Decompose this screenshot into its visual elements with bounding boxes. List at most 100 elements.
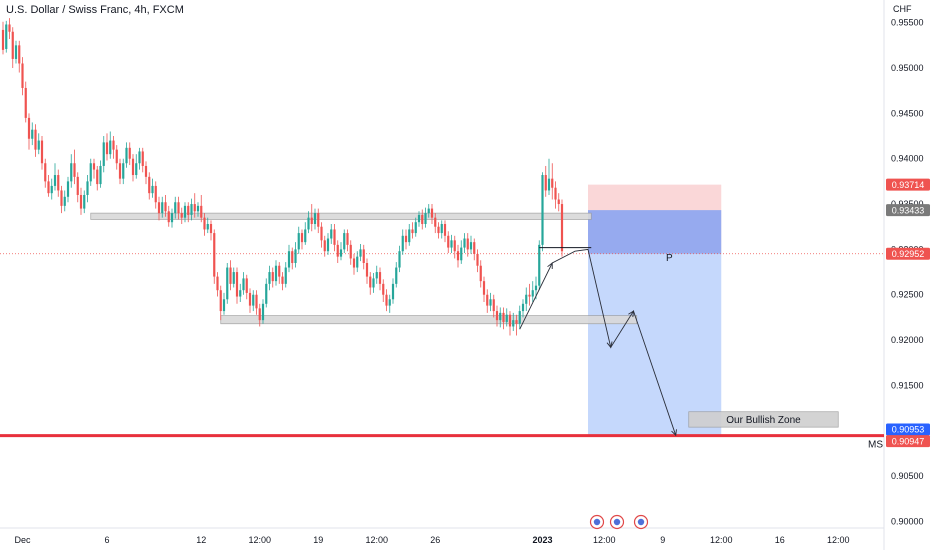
candle-body bbox=[115, 149, 118, 164]
candle-body bbox=[73, 163, 76, 177]
candle-body bbox=[521, 303, 525, 312]
candle-body bbox=[63, 196, 66, 206]
candle-body bbox=[47, 181, 50, 194]
candle-body bbox=[495, 311, 499, 321]
candle-body bbox=[255, 294, 258, 309]
zone-box-our-bullish-zone bbox=[688, 411, 839, 428]
candle-body bbox=[300, 233, 304, 243]
price-tick-label: 0.91500 bbox=[891, 380, 924, 390]
candle-body bbox=[440, 224, 443, 234]
candle-body bbox=[320, 226, 323, 241]
candle-body bbox=[190, 204, 193, 215]
candle-body bbox=[118, 163, 122, 179]
time-tick-label: 16 bbox=[775, 535, 785, 545]
candle-body bbox=[512, 320, 515, 327]
candle-body bbox=[131, 158, 135, 176]
candle-body bbox=[287, 251, 291, 268]
candle-body bbox=[222, 299, 226, 312]
price-tag-label: 0.90947 bbox=[892, 436, 925, 446]
candle-body bbox=[151, 185, 154, 194]
candle-body bbox=[352, 258, 356, 268]
candle-body bbox=[265, 283, 268, 304]
candle-body bbox=[391, 283, 395, 300]
candle-body bbox=[453, 240, 456, 252]
zone-box-support bbox=[220, 315, 638, 325]
candle-body bbox=[310, 217, 313, 225]
candle-body bbox=[177, 202, 180, 214]
candle-body bbox=[8, 24, 11, 32]
price-tag-label: 0.90953 bbox=[892, 425, 925, 435]
candle-body bbox=[304, 229, 307, 243]
candle-body bbox=[343, 233, 346, 250]
candle-body bbox=[157, 202, 161, 214]
candle-body bbox=[200, 205, 203, 218]
candle-body bbox=[174, 202, 177, 214]
candle-body bbox=[378, 272, 382, 284]
bullish-zone-label: Our Bullish Zone bbox=[726, 415, 801, 426]
candle-body bbox=[346, 233, 349, 245]
candle-body bbox=[187, 205, 190, 215]
candle-body bbox=[479, 265, 482, 282]
candle-body bbox=[50, 185, 53, 194]
candle-body bbox=[330, 229, 333, 239]
arrow-head-4 bbox=[671, 429, 677, 437]
candle-body bbox=[44, 163, 47, 182]
candle-body bbox=[284, 267, 287, 284]
candle-body bbox=[235, 272, 239, 297]
candle-body bbox=[430, 208, 434, 218]
candle-body bbox=[531, 290, 534, 297]
candle-body bbox=[167, 211, 170, 223]
candle-body bbox=[505, 314, 508, 322]
candle-body bbox=[518, 311, 521, 324]
candle-body bbox=[323, 240, 326, 252]
price-tick-label: 0.94500 bbox=[891, 108, 924, 118]
price-tag bbox=[886, 423, 930, 436]
candle-body bbox=[96, 169, 99, 185]
candle-body bbox=[170, 213, 174, 223]
arrow-head-3 bbox=[628, 310, 635, 318]
candle-body bbox=[385, 294, 388, 306]
candle-body bbox=[281, 276, 284, 284]
candle-body bbox=[37, 140, 40, 150]
candle-body bbox=[401, 235, 404, 252]
price-tick-label: 0.93500 bbox=[891, 199, 924, 209]
candle-body bbox=[203, 217, 206, 230]
candle-body bbox=[560, 204, 564, 252]
candle-body bbox=[109, 140, 112, 155]
time-tick-label: 6 bbox=[104, 535, 109, 545]
candle-body bbox=[92, 163, 96, 170]
candle-body bbox=[31, 129, 34, 139]
candle-body bbox=[60, 190, 63, 206]
candle-body bbox=[83, 194, 86, 209]
candle-body bbox=[27, 117, 31, 139]
candle-body bbox=[138, 151, 141, 164]
time-tick-label: Dec bbox=[14, 535, 31, 545]
candle-body bbox=[274, 265, 278, 282]
time-tick-label: 2023 bbox=[532, 535, 552, 545]
candle-body bbox=[554, 187, 557, 200]
candle-body bbox=[239, 290, 242, 297]
price-tag-label: 0.93433 bbox=[892, 205, 925, 215]
candle-body bbox=[469, 242, 473, 250]
candle-body bbox=[21, 63, 24, 88]
candle-body bbox=[125, 147, 128, 164]
candle-body bbox=[411, 229, 414, 234]
candle-body bbox=[307, 217, 310, 230]
time-tick-label: 26 bbox=[430, 535, 440, 545]
candle-body bbox=[525, 294, 528, 304]
candle-body bbox=[333, 229, 336, 245]
candle-body bbox=[11, 31, 14, 59]
candle-body bbox=[154, 185, 157, 203]
candle-body bbox=[76, 176, 79, 195]
candle-body bbox=[456, 251, 460, 261]
candle-body bbox=[112, 140, 115, 150]
candle-body bbox=[476, 253, 479, 266]
candle-body bbox=[388, 299, 391, 306]
candle-body bbox=[206, 224, 209, 230]
event-flag-icon-inner bbox=[593, 518, 601, 526]
candle-body bbox=[349, 244, 352, 259]
candle-body bbox=[492, 299, 495, 312]
candle-body bbox=[365, 263, 369, 277]
candle-body bbox=[356, 256, 359, 268]
